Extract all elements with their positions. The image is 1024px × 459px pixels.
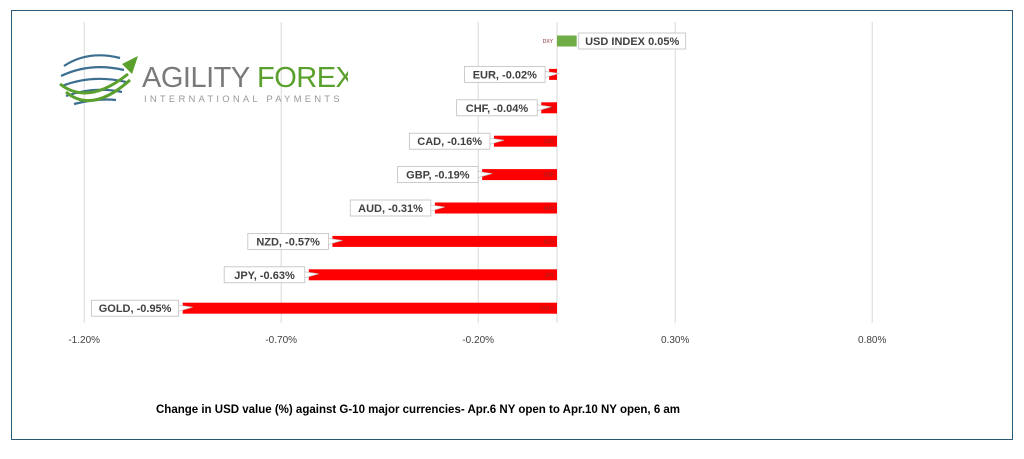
data-label-text: EUR, -0.02% — [473, 69, 537, 81]
logo-tagline: INTERNATIONAL PAYMENTS — [144, 94, 343, 105]
logo-word-forex: FOREX — [257, 62, 348, 94]
data-label-pointer — [430, 204, 445, 212]
bar-aud — [434, 202, 557, 214]
data-label-text: CHF, -0.04% — [466, 103, 529, 115]
x-tick-label: -0.20% — [462, 335, 494, 346]
bar-jpy — [308, 269, 557, 281]
x-tick-label: -1.20% — [68, 335, 100, 346]
category-code: CAD — [543, 139, 554, 145]
data-label-pointer — [536, 104, 552, 112]
data-label-aud: AUD, -0.31% — [349, 199, 445, 217]
data-label-box — [578, 32, 687, 50]
data-label-text: AUD, -0.31% — [358, 203, 423, 215]
data-label-pointer — [178, 304, 193, 312]
bar-cad — [493, 135, 557, 147]
category-code: DXY — [543, 39, 554, 45]
data-label-text: GOLD, -0.95% — [99, 303, 172, 315]
x-axis-ticks: -1.20% -0.70% -0.20% 0.30% 0.80% — [68, 335, 886, 346]
bar-gold — [182, 302, 557, 314]
data-label-text: NZD, -0.57% — [256, 236, 320, 248]
bar-chf — [541, 102, 557, 114]
chart-frame — [11, 10, 1013, 440]
category-code: GOLD — [540, 306, 555, 312]
category-code: GBP — [543, 173, 554, 179]
data-label-pointer — [328, 238, 343, 245]
data-label-text: JPY, -0.63% — [234, 270, 295, 282]
category-code: CHF — [544, 106, 554, 112]
x-tick-label: 0.30% — [661, 335, 689, 346]
data-label-chf: CHF, -0.04% — [456, 99, 552, 117]
data-label-text: GBP, -0.19% — [406, 170, 470, 182]
data-label-dxy: USD INDEX 0.05% — [578, 32, 687, 50]
data-label-text: CAD, -0.16% — [417, 136, 482, 148]
agilityforex-logo: AGILITY FOREX INTERNATIONAL PAYMENTS — [58, 44, 355, 110]
data-label-cad: CAD, -0.16% — [408, 132, 505, 150]
bar-nzd — [332, 235, 557, 247]
data-label-nzd: NZD, -0.57% — [247, 232, 343, 250]
category-code: AUD — [543, 206, 554, 212]
data-label-gbp: GBP, -0.19% — [397, 166, 493, 184]
globe-swoosh-icon: AGILITY FOREX INTERNATIONAL PAYMENTS — [59, 54, 355, 106]
chart-caption: Change in USD value (%) against G-10 maj… — [156, 404, 681, 416]
data-label-gold: GOLD, -0.95% — [91, 299, 193, 317]
data-label-pointer — [544, 71, 560, 78]
x-tick-label: 0.80% — [858, 335, 886, 346]
data-label-text: USD INDEX 0.05% — [585, 36, 679, 48]
data-label-eur: EUR, -0.02% — [464, 66, 560, 83]
category-code: JPY — [545, 273, 555, 279]
x-tick-label: -0.70% — [265, 335, 297, 346]
data-label-pointer — [489, 137, 505, 145]
bar-dxy — [557, 35, 577, 47]
logo-word-agility: AGILITY — [142, 62, 250, 94]
data-label-pointer — [477, 171, 493, 178]
data-label-pointer — [304, 271, 319, 279]
data-label-jpy: JPY, -0.63% — [223, 266, 319, 284]
category-code: NZD — [544, 239, 555, 245]
bar-gbp — [482, 169, 557, 181]
